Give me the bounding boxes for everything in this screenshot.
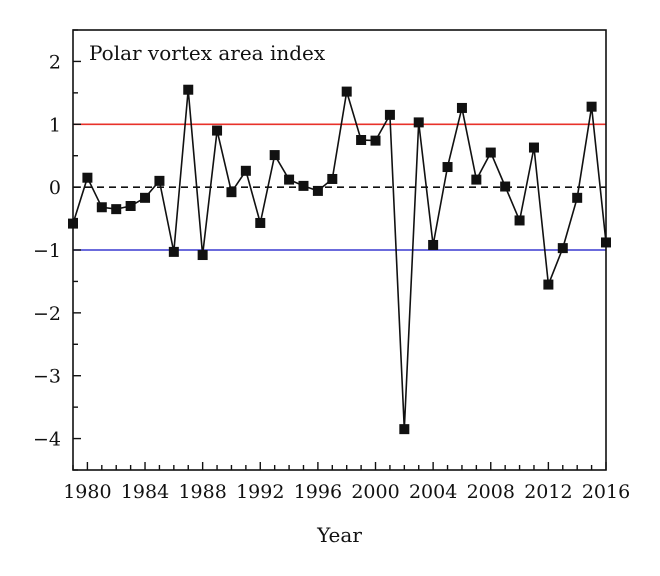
y-tick-label: −2 <box>33 303 61 325</box>
chart-title: Polar vortex area index <box>89 41 326 65</box>
data-point-1998 <box>341 86 352 97</box>
y-tick-label: −4 <box>33 429 61 451</box>
data-point-1989 <box>212 125 223 136</box>
x-tick-label: 2004 <box>409 481 457 503</box>
x-tick-label: 1988 <box>178 481 226 503</box>
data-point-1990 <box>226 187 237 198</box>
data-point-2013 <box>557 243 568 254</box>
data-point-2009 <box>500 181 511 192</box>
x-tick-label: 1992 <box>236 481 284 503</box>
x-axis-title: Year <box>316 523 362 547</box>
x-axis-ticks: 1980 1984 1988 1992 1996 2000 2004 2008 2012 2016 <box>63 462 630 503</box>
data-point-2008 <box>485 147 496 158</box>
x-tick-label: 2012 <box>524 481 572 503</box>
data-point-2012 <box>543 279 554 290</box>
data-point-2005 <box>442 162 453 173</box>
y-tick-label: 2 <box>49 51 61 73</box>
data-point-1982 <box>111 204 122 215</box>
data-point-1984 <box>140 192 151 203</box>
data-point-2006 <box>456 102 467 113</box>
axes: 1980 1984 1988 1992 1996 2000 2004 2008 2012 2016… <box>33 29 630 503</box>
data-point-1988 <box>197 250 208 261</box>
data-point-2015 <box>586 101 597 112</box>
data-point-2014 <box>572 192 583 203</box>
data-point-1993 <box>269 150 280 161</box>
series-line <box>72 89 607 430</box>
data-point-2001 <box>384 109 395 120</box>
data-point-1999 <box>356 135 367 145</box>
data-point-2011 <box>528 142 539 153</box>
data-point-2002 <box>399 424 410 435</box>
x-tick-label: 1980 <box>63 481 111 503</box>
data-point-1994 <box>284 174 295 185</box>
data-point-1997 <box>327 173 338 184</box>
data-point-1980 <box>82 172 93 183</box>
data-point-1983 <box>125 201 136 211</box>
data-point-1985 <box>154 175 165 186</box>
data-point-1987 <box>183 84 194 95</box>
reference-lines <box>73 123 606 251</box>
data-point-1981 <box>96 202 107 213</box>
data-point-1986 <box>168 246 179 257</box>
series <box>68 84 611 435</box>
y-axis-ticks: 2 1 0 −1 −2 −3 −4 <box>33 29 81 471</box>
y-tick-label: −3 <box>33 366 61 388</box>
data-point-1995 <box>298 180 309 191</box>
data-points <box>68 84 611 435</box>
data-point-1992 <box>255 217 266 228</box>
y-tick-label: 0 <box>49 177 61 199</box>
x-tick-label: 1996 <box>294 481 342 503</box>
y-tick-label: 1 <box>49 114 61 136</box>
x-tick-label: 1984 <box>121 481 169 503</box>
x-tick-label: 2008 <box>467 481 515 503</box>
data-point-2000 <box>370 135 381 146</box>
data-point-2007 <box>471 174 482 185</box>
y-tick-label: −1 <box>33 240 61 262</box>
data-point-2004 <box>428 239 439 250</box>
data-point-1991 <box>240 165 251 176</box>
data-point-1996 <box>312 185 323 196</box>
data-point-2010 <box>514 215 525 226</box>
data-point-2003 <box>413 117 424 128</box>
x-tick-label: 2016 <box>582 481 630 503</box>
x-tick-label: 2000 <box>351 481 399 503</box>
